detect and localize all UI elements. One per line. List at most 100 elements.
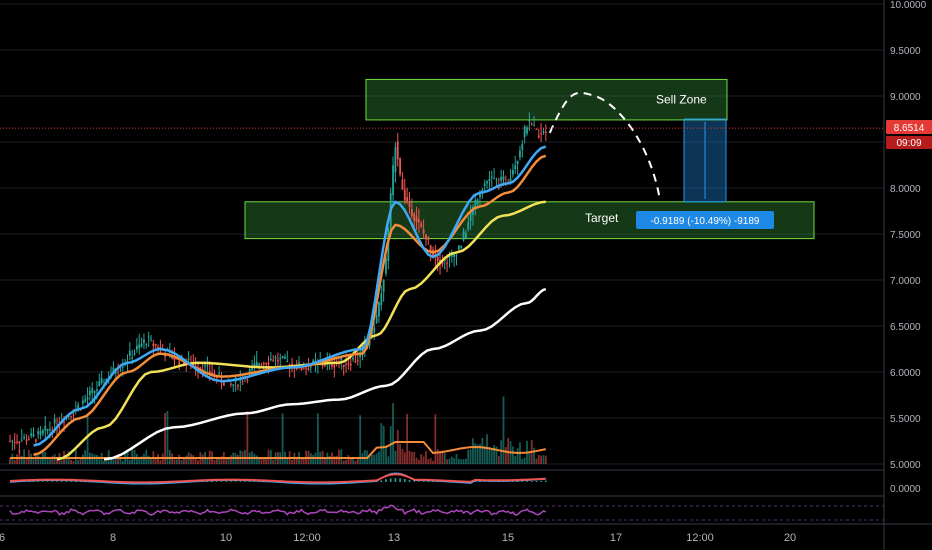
- time-tick-label: 15: [502, 532, 514, 544]
- volume-bar: [13, 460, 16, 464]
- candle-body: [150, 338, 152, 340]
- candle-body: [187, 358, 190, 360]
- candle-body: [352, 357, 354, 360]
- volume-bar: [246, 411, 249, 464]
- candle-body: [349, 363, 352, 366]
- volume-bar: [133, 449, 136, 464]
- volume-bar: [448, 458, 451, 464]
- volume-bar: [145, 449, 148, 464]
- candle-body: [53, 418, 56, 424]
- macd-histogram-bar: [28, 481, 30, 483]
- candle-body: [89, 390, 91, 396]
- volume-bar: [399, 443, 401, 464]
- candle-body: [465, 232, 467, 239]
- volume-bar: [74, 449, 77, 464]
- candle-body: [272, 360, 275, 362]
- macd-histogram-bar: [399, 478, 401, 482]
- candle-body: [537, 135, 540, 138]
- volume-bar: [465, 458, 467, 464]
- candle-body: [70, 415, 72, 417]
- macd-histogram-bar: [216, 481, 218, 482]
- candle-body: [312, 360, 315, 364]
- volume-bar: [483, 445, 486, 464]
- volume-bar: [497, 456, 500, 464]
- macd-histogram-bar: [23, 481, 25, 483]
- candle-body: [302, 368, 305, 370]
- candle-body: [34, 439, 37, 442]
- volume-bar: [192, 455, 195, 464]
- candle-body: [96, 389, 98, 391]
- candle-body: [241, 381, 244, 383]
- countdown-badge: [886, 136, 932, 149]
- moving-average-line: [56, 200, 546, 461]
- candle-body: [147, 336, 150, 338]
- candle-body: [136, 345, 138, 350]
- candle-body: [251, 366, 253, 371]
- volume-bar: [267, 449, 270, 464]
- macd-histogram-bar: [422, 481, 425, 482]
- macd-histogram-bar: [248, 481, 251, 482]
- volume-bar: [262, 458, 265, 464]
- volume-bar: [260, 457, 263, 464]
- volume-bar: [467, 449, 470, 464]
- candle-body: [274, 357, 277, 359]
- volume-bar: [316, 413, 319, 464]
- macd-histogram-bar: [432, 481, 434, 482]
- candle-body: [46, 428, 49, 431]
- candle-body: [37, 431, 40, 435]
- volume-bar: [481, 437, 484, 464]
- candle-body: [403, 189, 406, 201]
- volume-bar: [472, 438, 474, 464]
- candle-body: [269, 358, 272, 360]
- candle-body: [100, 378, 103, 384]
- volume-bar: [56, 457, 58, 464]
- volume-bar: [105, 458, 108, 464]
- candle-body: [443, 259, 446, 261]
- volume-bar: [244, 449, 246, 464]
- macd-histogram-bar: [32, 481, 35, 482]
- macd-histogram-bar: [225, 481, 227, 482]
- macd-histogram-bar: [483, 481, 486, 483]
- volume-bar: [356, 458, 359, 464]
- projection-path[interactable]: [548, 91, 661, 201]
- macd-histogram-bar: [413, 481, 415, 482]
- candle-body: [25, 440, 28, 442]
- measure-label: -0.9189 (-10.49%) -9189: [651, 216, 760, 227]
- candle-body: [410, 208, 413, 217]
- sell-zone-label: Sell Zone: [656, 93, 707, 107]
- candle-body: [427, 236, 430, 240]
- volume-bar: [121, 460, 124, 464]
- rsi-line: [9, 504, 547, 516]
- volume-bar: [380, 423, 383, 464]
- candle-body: [49, 428, 51, 431]
- volume-bar: [368, 454, 371, 464]
- volume-bar: [185, 455, 188, 464]
- candle-body: [143, 339, 145, 344]
- candle-body: [265, 363, 268, 365]
- volume-bar: [429, 458, 432, 464]
- price-tick-label: 7.5000: [890, 230, 921, 241]
- volume-bar: [173, 459, 176, 464]
- time-axis[interactable]: 6 8 10 12:00 13 15 17 12:00 20: [0, 532, 796, 544]
- candle-body: [526, 127, 528, 134]
- volume-bar: [457, 458, 460, 464]
- volume-bar: [450, 456, 453, 464]
- volume-bar: [272, 459, 275, 464]
- candle-body: [84, 399, 87, 402]
- macd-histogram-bar: [46, 481, 49, 482]
- volume-bar: [37, 455, 40, 464]
- volume-bar: [514, 456, 517, 464]
- volume-bar: [180, 460, 183, 464]
- macd-histogram-bar: [75, 481, 77, 482]
- volume-bar: [51, 455, 54, 464]
- candle-body: [154, 344, 157, 346]
- price-axis[interactable]: 10.00009.50009.00008.50008.00007.50007.0…: [890, 0, 927, 471]
- price-tick-label: 9.5000: [890, 46, 921, 57]
- candle-body: [227, 378, 230, 380]
- sell-zone-box[interactable]: [365, 78, 728, 121]
- volume-bar: [237, 454, 239, 464]
- macd-histogram-bar: [234, 481, 237, 482]
- volume-bar: [406, 413, 409, 464]
- macd-histogram-bar: [535, 480, 538, 482]
